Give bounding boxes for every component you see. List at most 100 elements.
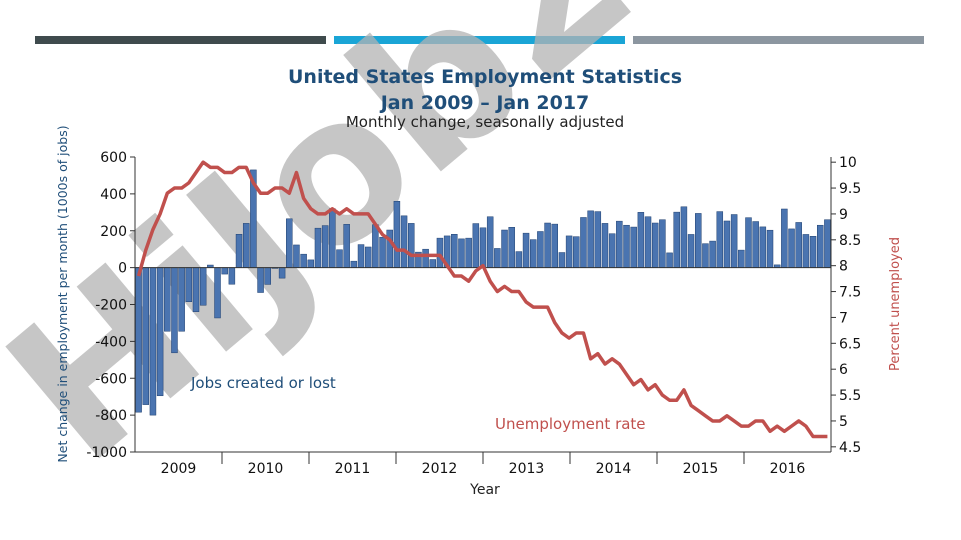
bar <box>386 229 393 268</box>
right-tick-label: 6 <box>839 362 848 378</box>
bar <box>171 267 178 354</box>
bar <box>508 227 515 268</box>
plot-area <box>135 160 831 439</box>
right-tick-label: 5 <box>839 414 848 430</box>
bar <box>278 267 286 279</box>
bar <box>529 239 537 268</box>
bar <box>623 224 630 268</box>
bar <box>235 234 243 268</box>
right-tick-label: 10 <box>839 155 857 171</box>
right-tick-label: 8 <box>839 259 848 275</box>
bar <box>336 249 343 268</box>
bar <box>429 259 437 268</box>
bar <box>573 236 580 268</box>
bar <box>537 231 544 268</box>
bar <box>738 249 745 268</box>
bar <box>817 224 824 268</box>
bar <box>329 208 336 268</box>
annotation-jobs: Jobs created or lost <box>190 374 336 392</box>
bar <box>221 267 228 275</box>
bar <box>587 210 594 268</box>
bar <box>802 234 810 268</box>
bar <box>637 212 645 268</box>
left-axis-label: Net change in employment per month (1000… <box>55 125 70 462</box>
bar <box>709 240 716 268</box>
bar <box>522 232 530 268</box>
right-tick-label: 6.5 <box>839 336 861 352</box>
bar <box>142 267 150 405</box>
accent-bar-dark <box>35 36 326 44</box>
bar <box>608 233 616 268</box>
bar <box>199 267 207 306</box>
bar <box>788 228 795 268</box>
bar <box>580 217 587 268</box>
left-tick-label: -800 <box>95 408 127 424</box>
bar <box>680 206 688 268</box>
bar <box>616 220 623 268</box>
right-tick-label: 7.5 <box>839 285 861 301</box>
bar <box>350 260 358 268</box>
bar <box>293 244 300 268</box>
right-tick-label: 9 <box>839 207 848 223</box>
bar <box>565 235 573 268</box>
bar <box>307 259 315 268</box>
left-tick-label: 600 <box>100 150 127 166</box>
bar <box>364 246 372 268</box>
year-label: 2015 <box>683 461 719 477</box>
bar <box>164 267 171 332</box>
year-label: 2014 <box>596 461 632 477</box>
bar <box>745 217 752 268</box>
left-tick-label: 400 <box>100 187 127 203</box>
bar <box>551 223 558 268</box>
bar <box>149 267 157 416</box>
bar <box>314 227 322 268</box>
bar <box>766 229 774 268</box>
bar <box>644 216 652 268</box>
bar <box>178 267 185 332</box>
bar <box>257 267 264 293</box>
left-tick-label: -600 <box>95 371 127 387</box>
bar <box>400 215 408 268</box>
bar <box>795 222 802 268</box>
year-label: 2010 <box>248 461 284 477</box>
bar <box>716 211 724 268</box>
bar <box>135 267 142 413</box>
bar <box>486 216 494 268</box>
bar <box>458 238 465 268</box>
right-axis-label: Percent unemployed <box>888 237 903 371</box>
chart-caption: Monthly change, seasonally adjusted <box>346 113 624 131</box>
right-tick-label: 7 <box>839 310 848 326</box>
bar <box>594 211 602 268</box>
accent-bar-gray <box>633 36 924 44</box>
bar <box>228 267 236 285</box>
bar <box>752 221 759 268</box>
left-tick-label: 0 <box>118 261 127 277</box>
bar <box>673 211 680 268</box>
year-label: 2013 <box>509 461 545 477</box>
bar <box>494 248 501 268</box>
bar <box>824 219 831 268</box>
right-tick-label: 4.5 <box>839 440 861 456</box>
x-axis-label: Year <box>469 482 500 498</box>
year-label: 2011 <box>335 461 371 477</box>
bar <box>286 218 293 268</box>
left-tick-label: 200 <box>100 224 127 240</box>
bar <box>393 201 401 268</box>
bar <box>156 267 164 397</box>
bar <box>357 244 365 268</box>
bar <box>372 224 379 268</box>
bar <box>472 223 480 268</box>
bar <box>408 223 415 268</box>
left-tick-label: -200 <box>95 298 127 314</box>
bar <box>300 253 307 268</box>
bar <box>242 223 250 268</box>
bar <box>601 223 609 268</box>
chart-subtitle: Jan 2009 – Jan 2017 <box>379 92 590 114</box>
bar <box>379 236 386 268</box>
bar <box>185 267 193 302</box>
right-tick-label: 8.5 <box>839 233 861 249</box>
bar <box>192 267 200 312</box>
annotation-unemployment: Unemployment rate <box>495 415 646 433</box>
bar <box>809 236 817 268</box>
bar <box>687 234 695 268</box>
